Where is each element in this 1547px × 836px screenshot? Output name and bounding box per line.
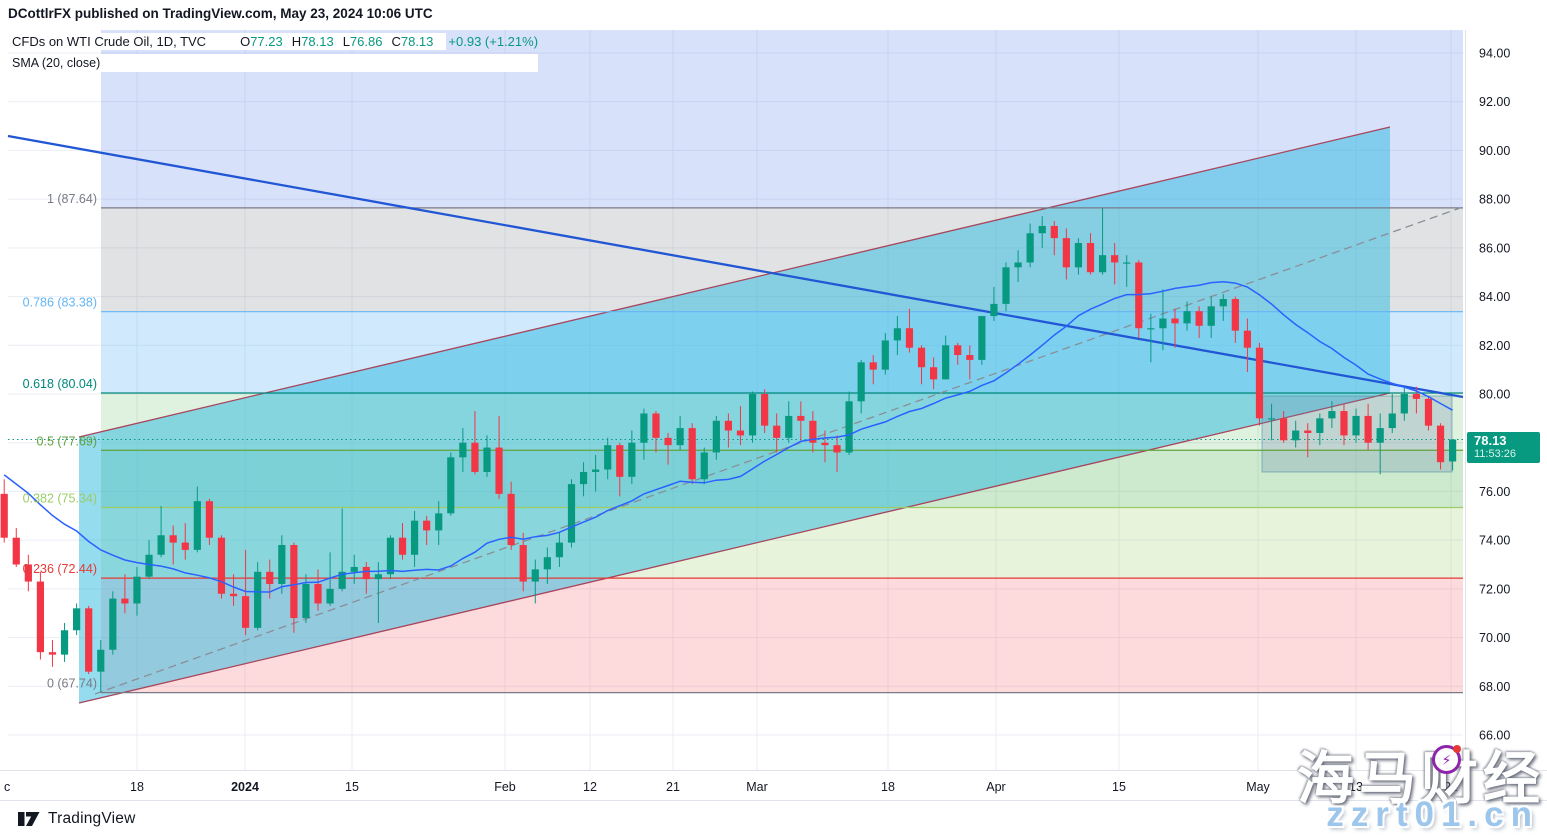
- bar-countdown-timer: 11:53:26: [1474, 448, 1517, 460]
- svg-text:70.00: 70.00: [1479, 631, 1510, 645]
- svg-text:92.00: 92.00: [1479, 95, 1510, 109]
- svg-text:21: 21: [666, 780, 680, 794]
- svg-text:72.00: 72.00: [1479, 582, 1510, 596]
- svg-text:12: 12: [583, 780, 597, 794]
- watermark-url: zzrt01.cn: [1326, 795, 1539, 834]
- legend-symbol-chip[interactable]: CFDs on WTI Crude Oil, 1D, TVC O77.23 H7…: [8, 33, 447, 50]
- indicator-label[interactable]: SMA (20, close): [8, 54, 539, 72]
- svg-text:84.00: 84.00: [1479, 290, 1510, 304]
- watermark-site-name: 海马财经: [1297, 747, 1545, 811]
- svg-text:13: 13: [1349, 780, 1363, 794]
- svg-text:May: May: [1246, 780, 1270, 794]
- svg-text:90.00: 90.00: [1479, 144, 1510, 158]
- notification-dot: [1453, 745, 1461, 753]
- svg-text:0.618 (80.04): 0.618 (80.04): [23, 377, 97, 391]
- svg-text:0 (67.74): 0 (67.74): [47, 677, 97, 691]
- svg-text:82.00: 82.00: [1479, 339, 1510, 353]
- svg-text:18: 18: [130, 780, 144, 794]
- lightning-icon: ⚡: [1441, 751, 1452, 768]
- current-price-tag: 78.13 11:53:26: [1467, 432, 1540, 463]
- svg-text:0.5 (77.69): 0.5 (77.69): [37, 434, 97, 448]
- svg-text:0.236 (72.44): 0.236 (72.44): [23, 562, 97, 576]
- svg-text:0.786 (83.38): 0.786 (83.38): [23, 296, 97, 310]
- svg-text:94.00: 94.00: [1479, 47, 1510, 61]
- legend-symbol-row: CFDs on WTI Crude Oil, 1D, TVC O77.23 H7…: [8, 31, 538, 52]
- low-value: L76.86: [342, 34, 383, 49]
- svg-text:76.00: 76.00: [1479, 485, 1510, 499]
- symbol-title[interactable]: CFDs on WTI Crude Oil, 1D, TVC: [12, 34, 207, 49]
- svg-text:15: 15: [1112, 780, 1126, 794]
- close-value: C78.13: [391, 34, 434, 49]
- open-value: O77.23: [240, 34, 283, 49]
- svg-text:86.00: 86.00: [1479, 241, 1510, 255]
- legend-indicator-row: SMA (20, close): [8, 54, 539, 72]
- svg-text:68.00: 68.00: [1479, 680, 1510, 694]
- footer-bar: TradingView: [0, 800, 1547, 836]
- svg-text:Mar: Mar: [746, 780, 768, 794]
- svg-text:Feb: Feb: [494, 780, 516, 794]
- tradingview-logo-icon[interactable]: [17, 810, 41, 828]
- svg-text:Apr: Apr: [986, 780, 1005, 794]
- tradingview-brand[interactable]: TradingView: [48, 809, 136, 827]
- current-price-value: 78.13: [1474, 433, 1507, 448]
- svg-text:18: 18: [881, 780, 895, 794]
- svg-text:0.382 (75.34): 0.382 (75.34): [23, 492, 97, 506]
- svg-text:2024: 2024: [231, 780, 259, 794]
- svg-text:80.00: 80.00: [1479, 388, 1510, 402]
- svg-text:66.00: 66.00: [1479, 729, 1510, 743]
- svg-text:1 (87.64): 1 (87.64): [47, 192, 97, 206]
- byline: DCottlrFX published on TradingView.com, …: [8, 6, 433, 21]
- svg-text:15: 15: [345, 780, 359, 794]
- watermark-badge-icon: ⚡: [1432, 745, 1461, 774]
- svg-text:88.00: 88.00: [1479, 193, 1510, 207]
- chart-legend: CFDs on WTI Crude Oil, 1D, TVC O77.23 H7…: [8, 31, 539, 72]
- change-value: +0.93 (+1.21%): [448, 34, 539, 49]
- svg-text:74.00: 74.00: [1479, 534, 1510, 548]
- svg-text:c: c: [4, 780, 10, 794]
- high-value: H78.13: [291, 34, 334, 49]
- svg-text:21: 21: [1444, 780, 1458, 794]
